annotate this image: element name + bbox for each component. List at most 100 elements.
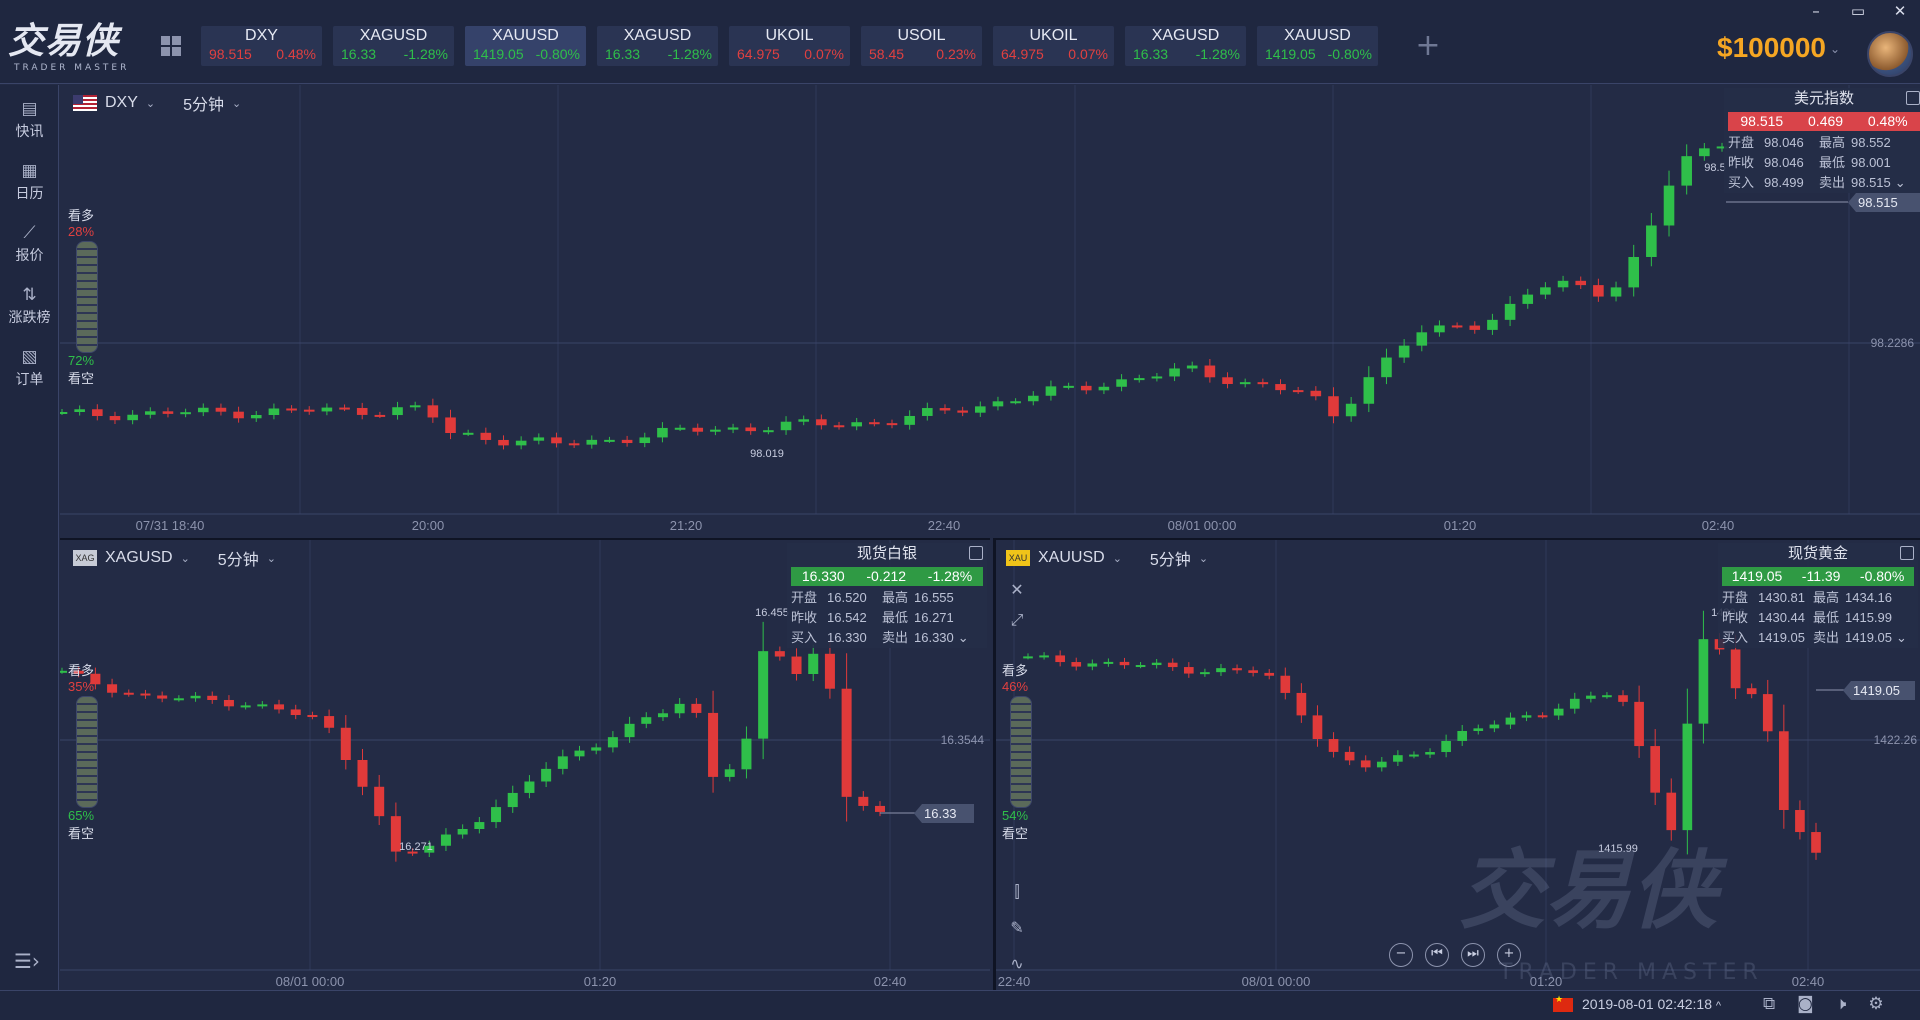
chevron-down-icon[interactable]: ⌄	[1896, 630, 1907, 645]
symbol-selector[interactable]: DXY	[105, 94, 138, 111]
x-tick-label: 01:20	[1444, 518, 1477, 533]
settings-icon[interactable]: ⚙	[1868, 994, 1884, 1014]
ticker-tab-ukoil[interactable]: UKOIL 64.975 0.07%	[729, 26, 850, 66]
grid-menu-icon[interactable]	[161, 36, 181, 56]
candle-body	[457, 828, 468, 835]
x-tick-label: 01:20	[1530, 974, 1563, 989]
panel-settings-icon[interactable]	[1900, 546, 1914, 560]
candle-body	[462, 432, 474, 435]
candle-body	[140, 693, 151, 696]
chevron-up-icon[interactable]: ^	[1715, 1000, 1722, 1012]
quote-row-open-high: 开盘 98.046 最高 98.552	[1724, 133, 1920, 153]
ticker-values: 98.515 0.48%	[201, 45, 322, 63]
sidebar-item-calendar[interactable]: ▦ 日历	[0, 159, 59, 203]
candle-body	[515, 440, 527, 446]
avatar[interactable]	[1867, 31, 1913, 77]
ticker-values: 16.33 -1.28%	[597, 45, 718, 63]
x-tick-label: 02:40	[874, 974, 907, 989]
chevron-down-icon[interactable]: ⌄	[1894, 175, 1906, 190]
ticker-symbol: UKOIL	[1029, 27, 1078, 44]
chart-panel-xagusd[interactable]: 08/01 00:00 01:20 02:40 16.3544 16.455 16.271…	[60, 538, 990, 990]
chevron-down-icon[interactable]: ⌄	[957, 630, 969, 645]
close-icon[interactable]: ✕	[1893, 2, 1907, 20]
ticker-tab-xagusd[interactable]: XAGUSD 16.33 -1.28%	[597, 26, 718, 66]
candle-body	[1010, 401, 1021, 404]
maximize-icon[interactable]: ▭	[1850, 2, 1866, 20]
ticker-tab-xauusd[interactable]: XAUUSD 1419.05 -0.80%	[1257, 26, 1378, 66]
sidebar-item-news[interactable]: ▤ 快讯	[0, 97, 59, 141]
skip-back-icon[interactable]: ⏮	[1425, 943, 1449, 967]
candle-body	[1650, 746, 1661, 793]
x-tick-label: 20:00	[412, 518, 445, 533]
skip-forward-icon[interactable]: ⏭	[1461, 943, 1485, 967]
mute-icon[interactable]: 🕨	[1835, 994, 1847, 1014]
chevron-down-icon[interactable]: ⌄	[1112, 552, 1122, 565]
candle-body	[710, 429, 721, 432]
chevron-down-icon[interactable]: ⌄	[145, 97, 156, 110]
chevron-down-icon[interactable]: ⌄	[266, 552, 276, 565]
candle-body	[1363, 377, 1375, 404]
close-icon[interactable]: ✕	[1010, 580, 1024, 599]
timeframe-selector[interactable]: 5分钟	[183, 97, 225, 114]
add-ticker-icon[interactable]: +	[1415, 28, 1441, 63]
minimize-icon[interactable]: –	[1812, 2, 1820, 20]
status-tools: ⧉ ◙ 🕨 ⚙	[1763, 994, 1884, 1014]
quote-change: -11.39	[1801, 568, 1841, 584]
window-icon[interactable]: ⧉	[1763, 994, 1776, 1014]
expand-icon[interactable]: ⤢	[1010, 610, 1024, 629]
chevron-down-icon[interactable]: ⌄	[1198, 552, 1209, 565]
candlestick-chart[interactable]: 07/31 18:40 20:00 21:20 22:40 08/01 00:00 01:…	[60, 85, 1920, 536]
account-balance[interactable]: $100000	[1717, 32, 1827, 63]
candle-body	[1135, 665, 1146, 668]
candle-body	[1345, 403, 1357, 417]
ticker-tab-xauusd[interactable]: XAUUSD 1419.05 -0.80%	[465, 26, 586, 66]
candle-body	[1080, 385, 1092, 391]
symbol-selector[interactable]: XAGUSD	[105, 549, 173, 566]
ticker-tab-usoil[interactable]: USOIL 58.45 0.23%	[861, 26, 982, 66]
candle-body	[268, 408, 280, 416]
top-bar: 交易侠 TRADER MASTER DXY 98.515 0.48% XAGUSD 16…	[0, 0, 1920, 84]
high-label: 最高	[1813, 590, 1840, 605]
timeframe-selector[interactable]: 5分钟	[1149, 552, 1191, 569]
panel-settings-icon[interactable]	[969, 546, 983, 560]
drawing-tool-icon[interactable]: ✎	[1010, 918, 1024, 937]
sidebar-item-updown[interactable]: ⇅ 涨跌榜	[0, 283, 59, 327]
sidebar-item-quote[interactable]: ⟋ 报价	[0, 221, 59, 265]
ticker-tab-ukoil[interactable]: UKOIL 64.975 0.07%	[993, 26, 1114, 66]
candle-body	[524, 781, 535, 793]
candle-body	[1376, 761, 1387, 768]
menu-toggle-icon[interactable]: ☰›	[14, 949, 40, 973]
ticker-tab-xagusd[interactable]: XAGUSD 16.33 -1.28%	[333, 26, 454, 66]
bull-percent: 46%	[1002, 679, 1029, 694]
candle-body	[557, 756, 568, 769]
x-tick-label: 07/31 18:40	[136, 518, 205, 533]
ticker-tab-xagusd[interactable]: XAGUSD 16.33 -1.28%	[1125, 26, 1246, 66]
quote-price: 98.515	[1740, 113, 1784, 129]
timeframe-selector[interactable]: 5分钟	[217, 552, 259, 569]
waveform-icon[interactable]: ∿	[1010, 954, 1024, 973]
symbol-selector[interactable]: XAUUSD	[1038, 549, 1105, 566]
bull-label: 看多	[1002, 663, 1029, 678]
ticker-tab-dxy[interactable]: DXY 98.515 0.48%	[201, 26, 322, 66]
chevron-down-icon[interactable]: ⌄	[180, 552, 190, 565]
sidebar-item-order[interactable]: ▧ 订单	[0, 345, 59, 389]
chevron-down-icon[interactable]: ⌄	[232, 97, 242, 110]
zoom-in-icon[interactable]: +	[1497, 943, 1521, 967]
panel-settings-icon[interactable]	[1906, 91, 1920, 105]
quote-row-bid-ask: 买入 16.330 卖出 16.330 ⌄	[787, 628, 987, 648]
order-icon: ▧	[21, 347, 38, 367]
indicator-icon[interactable]: ⫿	[1014, 882, 1020, 901]
camera-icon[interactable]: ◙	[1797, 994, 1814, 1014]
instrument-name: 美元指数	[1793, 90, 1854, 107]
candlestick-chart[interactable]: 08/01 00:00 01:20 02:40 16.3544 16.455 16.271	[60, 540, 990, 990]
chevron-down-icon[interactable]: ⌄	[1830, 42, 1841, 56]
chart-panel-dxy[interactable]: 07/31 18:40 20:00 21:20 22:40 08/01 00:00 01:…	[60, 85, 1920, 536]
candle-body	[574, 750, 585, 757]
instrument-name: 现货白银	[856, 545, 917, 562]
candle-body	[109, 416, 121, 421]
candle-body	[339, 407, 350, 410]
zoom-out-icon[interactable]: −	[1389, 943, 1413, 967]
quote-row-prev-low: 昨收 16.542 最低 16.271	[787, 608, 987, 628]
